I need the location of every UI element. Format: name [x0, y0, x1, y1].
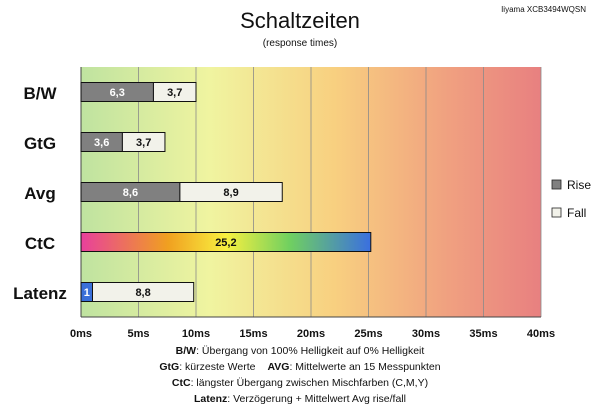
x-tick-label: 25ms: [354, 328, 382, 340]
note-latenz: Latenz: Verzögerung + Mittelwert Avg ris…: [194, 393, 406, 405]
bars: 6,3 3,7 3,6 3,7 8,6 8,9 25,2 1 8,8: [80, 82, 372, 302]
data-label-rise: 1: [84, 287, 90, 299]
data-label-fall: 8,8: [135, 287, 150, 299]
x-tick-label: 40ms: [527, 328, 555, 340]
x-tick-label: 30ms: [412, 328, 440, 340]
chart-subtitle: (response times): [263, 38, 337, 49]
x-tick-label: 15ms: [239, 328, 267, 340]
x-tick-label: 20ms: [297, 328, 325, 340]
bar-fall: [179, 182, 283, 202]
category-label: GtG: [24, 134, 56, 153]
data-label-fall: 3,7: [167, 87, 182, 99]
data-label-rise: 3,6: [94, 137, 109, 149]
category-labels: B/W GtG Avg CtC Latenz: [13, 84, 67, 303]
legend-swatch-fall: [551, 207, 562, 218]
category-label: Avg: [24, 184, 56, 203]
legend-label-rise: Rise: [567, 178, 591, 192]
legend-swatch-rise: [551, 179, 562, 190]
note-gtg-avg: GtG: kürzeste Werte AVG: Mittelwerte an 1…: [159, 361, 440, 373]
category-label: CtC: [25, 234, 55, 253]
legend: Rise Fall: [551, 178, 591, 220]
x-tick-label: 5ms: [127, 328, 149, 340]
data-label-rise: 6,3: [110, 87, 125, 99]
legend-label-fall: Fall: [567, 206, 586, 220]
category-label: B/W: [23, 84, 57, 103]
data-label-fall: 8,9: [223, 187, 238, 199]
x-tick-label: 35ms: [469, 328, 497, 340]
x-tick-labels: 0ms 5ms 10ms 15ms 20ms 25ms 30ms 35ms 40ms: [70, 328, 555, 340]
x-tick-label: 0ms: [70, 328, 92, 340]
bar-fall: [121, 132, 166, 152]
category-label: Latenz: [13, 284, 67, 303]
bar-fall: [92, 282, 195, 302]
notes: B/W: Übergang von 100% Helligkeit auf 0%…: [159, 345, 440, 405]
x-tick-label: 10ms: [182, 328, 210, 340]
chart-title: Schaltzeiten: [240, 8, 360, 33]
note-ctc: CtC: längster Übergang zwischen Mischfar…: [172, 377, 428, 389]
note-bw: B/W: Übergang von 100% Helligkeit auf 0%…: [176, 345, 425, 357]
data-label-rise: 8,6: [123, 187, 138, 199]
data-label-fall: 3,7: [136, 137, 151, 149]
bar-ctc: [80, 232, 372, 252]
data-label: 25,2: [215, 237, 236, 249]
monitor-model: Iiyama XCB3494WQSN: [501, 5, 586, 14]
bar-fall: [152, 82, 197, 102]
